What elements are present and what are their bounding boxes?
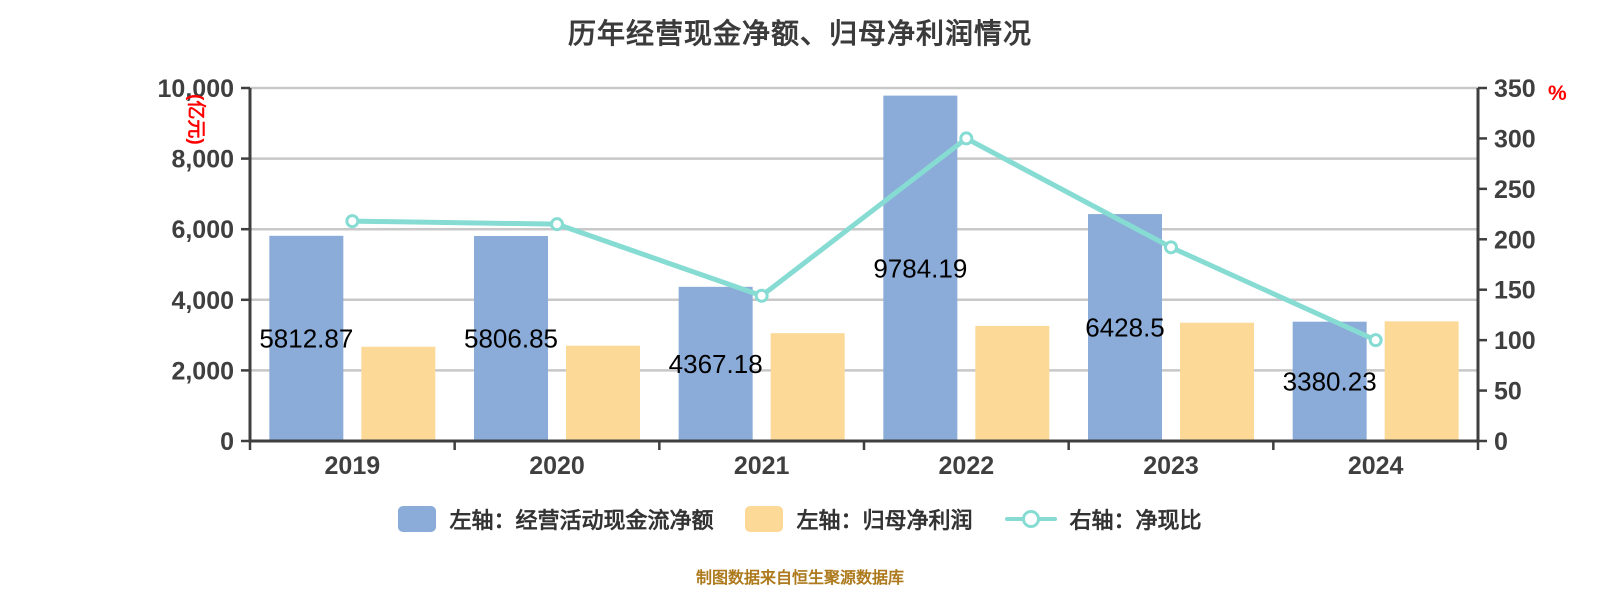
cash-ratio-line [349, 135, 1379, 343]
left-axis-unit-label: (亿元) [185, 94, 208, 145]
cash-ratio-line-marker-icon [1004, 506, 1057, 532]
left-axis-tick-label: 6,000 [171, 216, 234, 244]
net-profit-bar-2021 [770, 333, 845, 441]
chart-title: 历年经营现金净额、归母净利润情况 [567, 18, 1032, 49]
right-axis-tick-label: 350 [1494, 75, 1536, 103]
bar-value-label-2021: 4367.18 [669, 349, 763, 379]
right-axis-tick-label: 300 [1494, 125, 1536, 153]
net-profit-bar-2023 [1180, 322, 1254, 441]
x-axis-label-2023: 2023 [1143, 452, 1199, 480]
bar-value-label-2022: 9784.19 [873, 253, 967, 283]
right-axis-tick-label: 0 [1494, 428, 1508, 456]
net-profit-bar-2022 [975, 325, 1050, 441]
legend-item-label: 左轴：归母净利润 [796, 508, 973, 533]
right-axis-tick-label: 150 [1494, 277, 1536, 305]
operating-cashflow-bar-2023 [1088, 214, 1162, 441]
left-axis-tick-label: 8,000 [171, 146, 234, 174]
cash-ratio-marker-2024 [1368, 333, 1383, 348]
right-axis-tick-label: 200 [1494, 226, 1536, 254]
net-profit-bar-2020 [566, 345, 640, 441]
line-dot [1021, 510, 1040, 528]
x-axis-label-2024: 2024 [1348, 452, 1404, 480]
operating-cashflow-bar-2019 [269, 235, 344, 441]
cash-ratio-marker-2021 [754, 288, 769, 303]
legend: 左轴：经营活动现金流净额 左轴：归母净利润 右轴：净现比 [0, 503, 1600, 535]
legend-item-operating-cashflow[interactable]: 左轴：经营活动现金流净额 [398, 503, 713, 535]
cash-ratio-marker-2020 [550, 217, 564, 232]
right-axis-tick-label: 250 [1494, 176, 1536, 204]
right-axis-unit-label: % [1548, 82, 1567, 105]
net-profit-bar-2019 [361, 346, 436, 441]
operating-cashflow-swatch-icon [398, 506, 437, 532]
right-axis-tick-label: 100 [1494, 327, 1536, 355]
legend-item-label: 左轴：经营活动现金流净额 [449, 508, 714, 533]
legend-item-cash-ratio[interactable]: 右轴：净现比 [1004, 503, 1202, 535]
left-axis-tick-label: 2,000 [171, 357, 234, 385]
cash-ratio-marker-2019 [345, 214, 360, 229]
cash-ratio-marker-2023 [1164, 240, 1178, 255]
left-axis-tick-label: 4,000 [171, 287, 234, 315]
bar-value-label-2020: 5806.85 [464, 324, 558, 354]
cash-ratio-marker-2022 [959, 131, 974, 146]
left-axis-tick-label: 0 [220, 428, 234, 456]
x-axis-label-2022: 2022 [939, 452, 995, 480]
bar-value-label-2024: 3380.23 [1283, 366, 1377, 396]
operating-cashflow-bar-2024 [1292, 321, 1367, 441]
legend-item-net-profit[interactable]: 左轴：归母净利润 [745, 503, 973, 535]
x-axis-label-2021: 2021 [734, 452, 790, 480]
left-axis-tick-label: 10,000 [158, 75, 234, 103]
bar-value-label-2023: 6428.5 [1085, 313, 1165, 343]
net-profit-bar-2024 [1384, 321, 1459, 441]
bar-value-label-2019: 5812.87 [259, 323, 353, 353]
x-axis-label-2020: 2020 [529, 452, 585, 480]
operating-cashflow-bar-2021 [678, 286, 753, 441]
legend-item-label: 右轴：净现比 [1069, 508, 1202, 533]
right-axis-tick-label: 50 [1494, 378, 1522, 406]
net-profit-swatch-icon [745, 506, 784, 532]
source-note: 制图数据来自恒生聚源数据库 [695, 570, 904, 587]
operating-cashflow-bar-2020 [474, 236, 548, 441]
x-axis-label-2019: 2019 [325, 452, 381, 480]
